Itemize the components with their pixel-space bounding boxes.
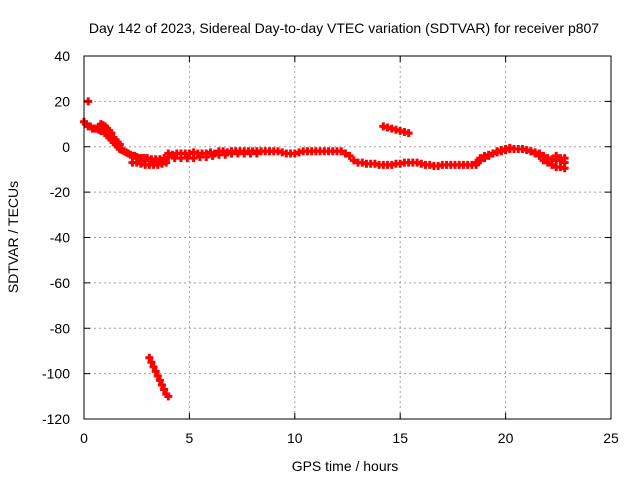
data-point-tail-track-b: [535, 149, 544, 158]
plot-frame: [83, 55, 612, 420]
y-tick-label: -100: [42, 366, 70, 382]
data-point-main-track-b: [107, 129, 116, 138]
data-point-main-track-e: [252, 149, 261, 158]
data-point-tail-track-a: [526, 147, 535, 156]
x-tick-label: 20: [498, 430, 514, 446]
data-point-low-arc: [153, 371, 162, 380]
axis-ticks: 0 5 10 15 20 25 -120 -100 -80 -60 -40 -20 0 20 40: [42, 48, 619, 446]
x-tick-label: 10: [287, 430, 303, 446]
data-point-main-track-d: [337, 147, 346, 156]
data-point-low-arc: [145, 353, 154, 362]
x-tick-label: 5: [186, 430, 194, 446]
y-tick-label: 40: [54, 48, 70, 64]
y-tick-label: -60: [50, 275, 70, 291]
y-tick-label: -20: [50, 184, 70, 200]
data-point-low-arc: [157, 380, 166, 389]
data-point-main-track-d: [345, 151, 354, 160]
y-tick-label: -120: [42, 411, 70, 427]
data-point-tail-track-c: [560, 158, 569, 167]
data-point-main-track-g: [484, 151, 493, 160]
y-axis-label: SDTVAR / TECUs: [5, 181, 21, 293]
data-point-tail-track-c: [556, 156, 565, 165]
data-point-main-track-c: [162, 158, 171, 167]
y-tick-label: -40: [50, 230, 70, 246]
data-point-main-track-d: [341, 149, 350, 158]
data-point-low-arc: [149, 362, 158, 371]
data-point-low-arc: [164, 392, 173, 401]
data-point-main-track-b: [115, 140, 124, 149]
y-tick-label: 0: [62, 139, 70, 155]
data-point-main-track-g: [480, 154, 489, 163]
data-point-low-arc: [160, 385, 169, 394]
data-point-tail-track-c: [552, 151, 561, 160]
x-tick-label: 0: [80, 430, 88, 446]
data-point-main-track-g: [472, 160, 481, 169]
data-point-main-track-d: [349, 156, 358, 165]
y-tick-label: 20: [54, 93, 70, 109]
data-point-main-track-g: [476, 156, 485, 165]
x-tick-label: 25: [603, 430, 619, 446]
chart-title: Day 142 of 2023, Sidereal Day-to-day VTE…: [89, 20, 599, 36]
x-axis-label: GPS time / hours: [292, 458, 399, 474]
data-point-low-arc: [151, 367, 160, 376]
grid-lines: [84, 56, 611, 419]
data-point-high-arc: [404, 129, 413, 138]
data-point-main-track-g: [505, 145, 514, 154]
data-point-low-arc: [155, 376, 164, 385]
data-point-low-arc: [147, 358, 156, 367]
y-tick-label: -80: [50, 320, 70, 336]
x-tick-label: 15: [392, 430, 408, 446]
data-points: [80, 97, 569, 401]
